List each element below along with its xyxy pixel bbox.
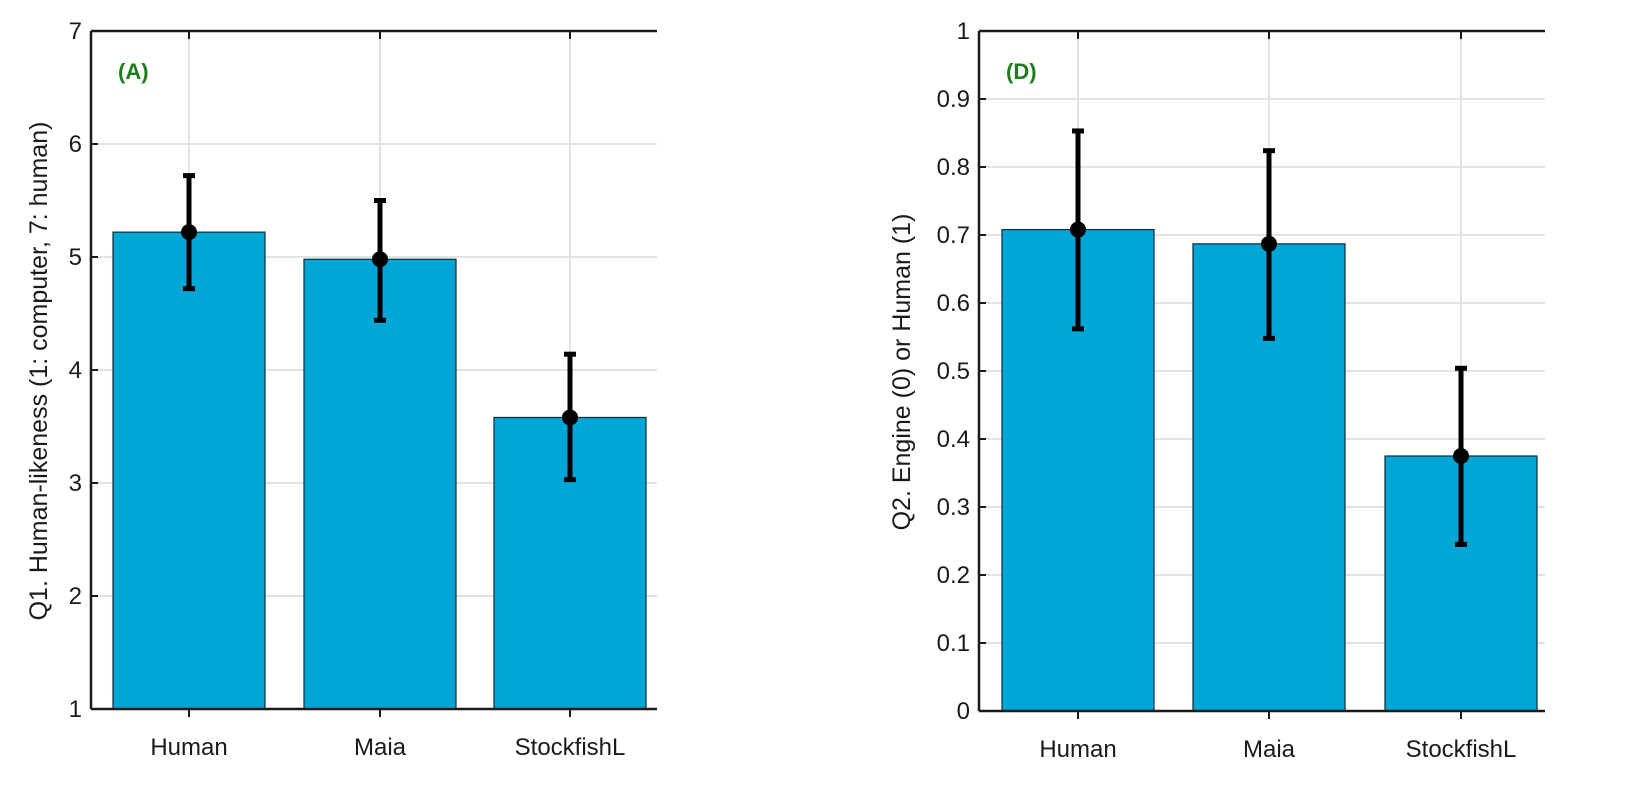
mean-point <box>372 251 388 268</box>
y-tick-label: 5 <box>69 244 82 271</box>
y-tick-label: 0.5 <box>937 358 970 385</box>
mean-point <box>1070 221 1086 238</box>
y-tick-label: 6 <box>69 131 82 158</box>
y-tick-label: 4 <box>69 357 82 384</box>
y-tick-label: 0.2 <box>937 562 970 589</box>
panel-a-ylabel: Q1. Human-likeness (1: computer, 7: huma… <box>25 122 53 621</box>
y-tick-label: 0.3 <box>937 494 970 521</box>
panel-a-error-bars <box>181 173 578 483</box>
x-tick-label: StockfishL <box>1406 736 1517 763</box>
panel-d-label: (D) <box>1006 59 1037 84</box>
bar-maia <box>303 258 457 710</box>
y-tick-label: 3 <box>69 470 82 497</box>
panel-d-xticks: Human Maia StockfishL <box>1039 31 1516 763</box>
y-tick-label: 0.8 <box>937 154 970 181</box>
panel-a-bars <box>112 231 647 710</box>
panel-a: 1 2 3 4 5 6 7 Human Maia StockfishL (A) Q1. Huma… <box>25 18 657 761</box>
panel-d-ylabel: Q2. Engine (0) or Human (1) <box>888 214 916 531</box>
y-tick-label: 2 <box>69 583 82 610</box>
x-tick-label: Maia <box>354 734 407 761</box>
y-tick-label: 0 <box>957 698 970 725</box>
panel-a-label: (A) <box>118 59 149 84</box>
mean-point <box>181 224 197 241</box>
y-tick-label: 0.7 <box>937 222 970 249</box>
y-tick-label: 1 <box>957 18 970 45</box>
y-tick-label: 0.6 <box>937 290 970 317</box>
y-tick-label: 0.4 <box>937 426 970 453</box>
y-tick-label: 0.1 <box>937 630 970 657</box>
panel-d: 0 0.1 0.2 0.3 0.4 0.5 0.6 0.7 0.8 0.9 1 Human Maia S… <box>888 18 1545 763</box>
bar-human <box>112 231 266 710</box>
x-tick-label: Human <box>1039 736 1116 763</box>
mean-point <box>562 409 578 426</box>
x-tick-label: Maia <box>1243 736 1296 763</box>
panel-d-yticks: 0 0.1 0.2 0.3 0.4 0.5 0.6 0.7 0.8 0.9 1 <box>937 18 986 725</box>
panel-d-error-bars <box>1070 128 1469 547</box>
y-tick-label: 0.9 <box>937 86 970 113</box>
y-tick-label: 1 <box>69 696 82 723</box>
mean-point <box>1261 235 1277 252</box>
y-tick-label: 7 <box>69 18 82 45</box>
panel-a-yticks: 1 2 3 4 5 6 7 <box>69 18 98 723</box>
x-tick-label: StockfishL <box>515 734 626 761</box>
mean-point <box>1453 448 1469 464</box>
panel-a-xticks: Human Maia StockfishL <box>150 31 625 761</box>
x-tick-label: Human <box>150 734 227 761</box>
